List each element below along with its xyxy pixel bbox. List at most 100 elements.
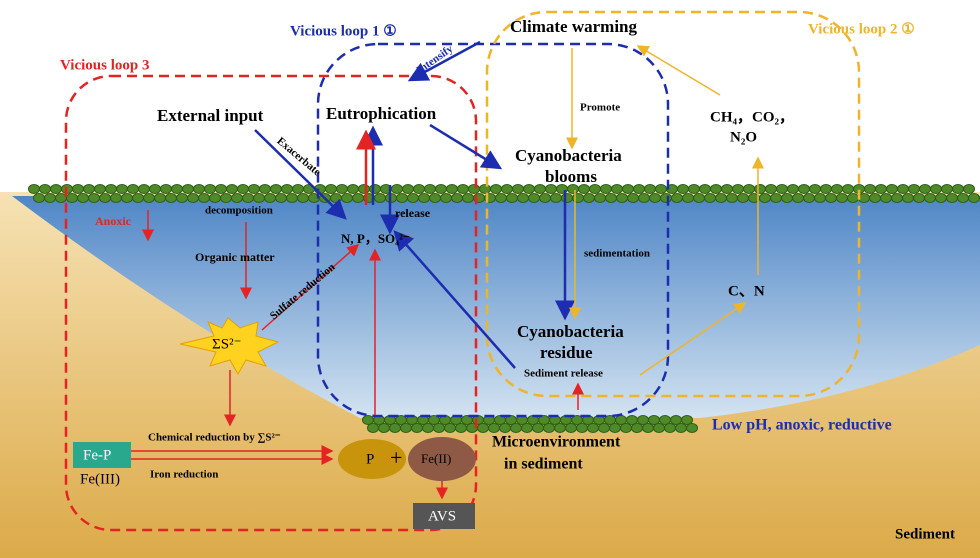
dot: [609, 423, 621, 433]
dot: [886, 184, 898, 194]
dot: [539, 193, 551, 203]
dot: [919, 184, 931, 194]
dot: [587, 423, 599, 433]
dot: [259, 184, 271, 194]
node: Climate warming: [510, 17, 638, 36]
node: C、N: [728, 283, 765, 299]
dot: [457, 184, 469, 194]
dot: [554, 423, 566, 433]
dot: [28, 184, 40, 194]
dot: [611, 184, 623, 194]
dot: [726, 193, 738, 203]
dot: [105, 184, 117, 194]
node: External input: [157, 106, 264, 125]
fe-p-box: [73, 442, 131, 468]
dot: [759, 193, 771, 203]
dot: [963, 184, 975, 194]
dot: [336, 184, 348, 194]
dot: [517, 193, 529, 203]
dot: [688, 184, 700, 194]
sulfide-burst: [179, 317, 280, 376]
dot: [66, 193, 78, 203]
dot: [924, 193, 936, 203]
edge-label: Promote: [580, 102, 620, 114]
dot: [781, 193, 793, 203]
dot: [83, 184, 95, 194]
dot: [424, 184, 436, 194]
node: Sediment: [895, 526, 955, 542]
loop3-box: [64, 74, 478, 532]
dot: [226, 184, 238, 194]
dot: [270, 184, 282, 194]
dot: [88, 193, 100, 203]
dot: [576, 423, 588, 433]
node: blooms: [545, 167, 597, 186]
dot: [204, 184, 216, 194]
dot: [440, 193, 452, 203]
edge-label: decomposition: [205, 205, 273, 217]
dot: [99, 193, 111, 203]
dot: [880, 193, 892, 203]
loop2-label: Vicious loop 2 ①: [808, 21, 915, 37]
dot: [116, 184, 128, 194]
dot: [565, 423, 577, 433]
dot: [561, 193, 573, 203]
loop1-label: Vicious loop 1 ①: [290, 23, 397, 39]
dot: [598, 423, 610, 433]
edge-label: release: [395, 206, 431, 220]
dot: [842, 184, 854, 194]
dot: [600, 184, 612, 194]
dot: [286, 193, 298, 203]
dot: [532, 423, 544, 433]
dot: [649, 193, 661, 203]
dot: [378, 423, 390, 433]
dot: [347, 184, 359, 194]
dot: [435, 184, 447, 194]
dot: [798, 184, 810, 194]
dot: [765, 184, 777, 194]
dot: [675, 423, 687, 433]
dot: [389, 423, 401, 433]
dot: [182, 184, 194, 194]
dot: [622, 184, 634, 194]
dot: [743, 184, 755, 194]
dot: [732, 184, 744, 194]
dot: [825, 193, 837, 203]
node: P: [366, 451, 374, 467]
node: Microenvironment: [492, 434, 621, 451]
dot: [803, 193, 815, 203]
dot: [411, 423, 423, 433]
dot: [422, 423, 434, 433]
dot: [721, 184, 733, 194]
dot: [352, 193, 364, 203]
dot: [875, 184, 887, 194]
node: CH₄，CO₂，: [710, 109, 794, 125]
dot: [653, 423, 665, 433]
dot: [237, 184, 249, 194]
dot: [138, 184, 150, 194]
dot: [121, 193, 133, 203]
dot: [869, 193, 881, 203]
edge-label: Sediment release: [524, 368, 603, 380]
dot: [479, 184, 491, 194]
dot: [358, 184, 370, 194]
dot: [39, 184, 51, 194]
dot: [220, 193, 232, 203]
dot: [902, 193, 914, 203]
dot: [754, 184, 766, 194]
dot: [231, 193, 243, 203]
dot: [446, 184, 458, 194]
dot: [864, 184, 876, 194]
dot: [814, 193, 826, 203]
node: N, P，SO₄²⁻: [341, 231, 410, 246]
dot: [176, 193, 188, 203]
node: Cyanobacteria: [517, 322, 624, 341]
dot: [264, 193, 276, 203]
dot: [127, 184, 139, 194]
node: +: [390, 445, 402, 470]
dot: [776, 184, 788, 194]
dot: [660, 193, 672, 203]
dot: [198, 193, 210, 203]
dot: [510, 423, 522, 433]
dot: [369, 184, 381, 194]
